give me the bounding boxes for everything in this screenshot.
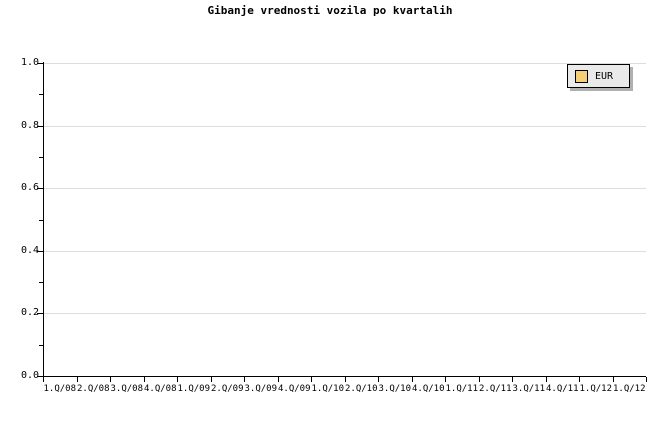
y-tick-major	[37, 376, 43, 377]
x-tick	[177, 377, 178, 382]
chart-title: Gibanje vrednosti vozila po kvartalih	[207, 4, 453, 17]
y-axis-tick-label: 0.4	[20, 244, 39, 256]
x-tick	[512, 377, 513, 382]
x-tick	[412, 377, 413, 382]
y-tick-major	[37, 250, 43, 252]
x-axis-tick-label: 4.Q/11	[545, 384, 579, 394]
y-tick-minor	[39, 156, 43, 158]
gridline	[43, 188, 646, 190]
plot-area	[43, 63, 646, 376]
gridline	[43, 125, 646, 127]
x-tick	[546, 377, 547, 382]
x-axis-tick-label: 1.Q/10	[311, 384, 344, 394]
x-tick	[646, 377, 647, 382]
x-tick	[345, 377, 346, 382]
y-tick-major	[37, 188, 43, 190]
x-tick	[445, 377, 446, 382]
x-axis-tick-label: 1.Q/12	[579, 384, 612, 394]
gridline	[43, 313, 646, 315]
x-axis-tick-label: 3.Q/08	[110, 384, 143, 394]
x-tick	[579, 377, 580, 382]
y-tick-major	[37, 125, 43, 127]
y-tick-minor	[39, 219, 43, 221]
gridline	[43, 63, 646, 64]
x-tick	[613, 377, 614, 382]
y-tick-minor	[39, 282, 43, 284]
x-tick	[278, 377, 279, 382]
y-axis-tick-label: 0.6	[20, 182, 39, 194]
x-axis-tick-label: 1.Q/08	[43, 384, 76, 394]
x-tick	[77, 377, 78, 382]
gridline	[43, 250, 646, 252]
x-axis-tick-label: 4.Q/08	[143, 384, 177, 394]
y-tick-major	[37, 313, 43, 315]
x-axis-tick-label: 3.Q/11	[512, 384, 545, 394]
legend-swatch-eur	[575, 69, 588, 83]
x-axis-tick-label: 4.Q/10	[411, 384, 445, 394]
x-axis-tick-label: 2.Q/10	[344, 384, 378, 394]
x-axis-tick-label: 2.Q/11	[478, 384, 512, 394]
chart-legend[interactable]: EUR	[567, 64, 630, 88]
y-tick-major	[37, 63, 43, 64]
y-axis-tick-label: 0.8	[20, 119, 39, 131]
y-tick-minor	[39, 94, 43, 96]
x-axis-tick-label: 1.Q/09	[177, 384, 210, 394]
y-tick-minor	[39, 344, 43, 346]
x-axis-line	[43, 376, 646, 377]
x-axis-tick-label: 1.Q/11	[445, 384, 478, 394]
x-tick	[378, 377, 379, 382]
x-axis-tick-label: 3.Q/10	[378, 384, 411, 394]
y-axis-tick-label: 0.2	[20, 307, 39, 319]
x-tick	[311, 377, 312, 382]
x-axis-tick-label: 4.Q/09	[277, 384, 311, 394]
legend-label-eur: EUR	[595, 70, 614, 82]
x-tick	[479, 377, 480, 382]
x-axis-tick-label: 3.Q/09	[244, 384, 277, 394]
x-tick	[244, 377, 245, 382]
x-tick	[110, 377, 111, 382]
x-tick	[211, 377, 212, 382]
y-axis-line	[43, 62, 44, 377]
y-axis-tick-label: 0.0	[20, 370, 39, 381]
x-axis-tick-label: 2.Q/09	[210, 384, 244, 394]
x-tick	[144, 377, 145, 382]
x-axis-tick-label: 1.Q/12	[612, 384, 646, 394]
y-axis-tick-label: 1.0	[20, 57, 39, 68]
x-axis-tick-label: 2.Q/08	[76, 384, 110, 394]
x-tick	[43, 377, 44, 382]
